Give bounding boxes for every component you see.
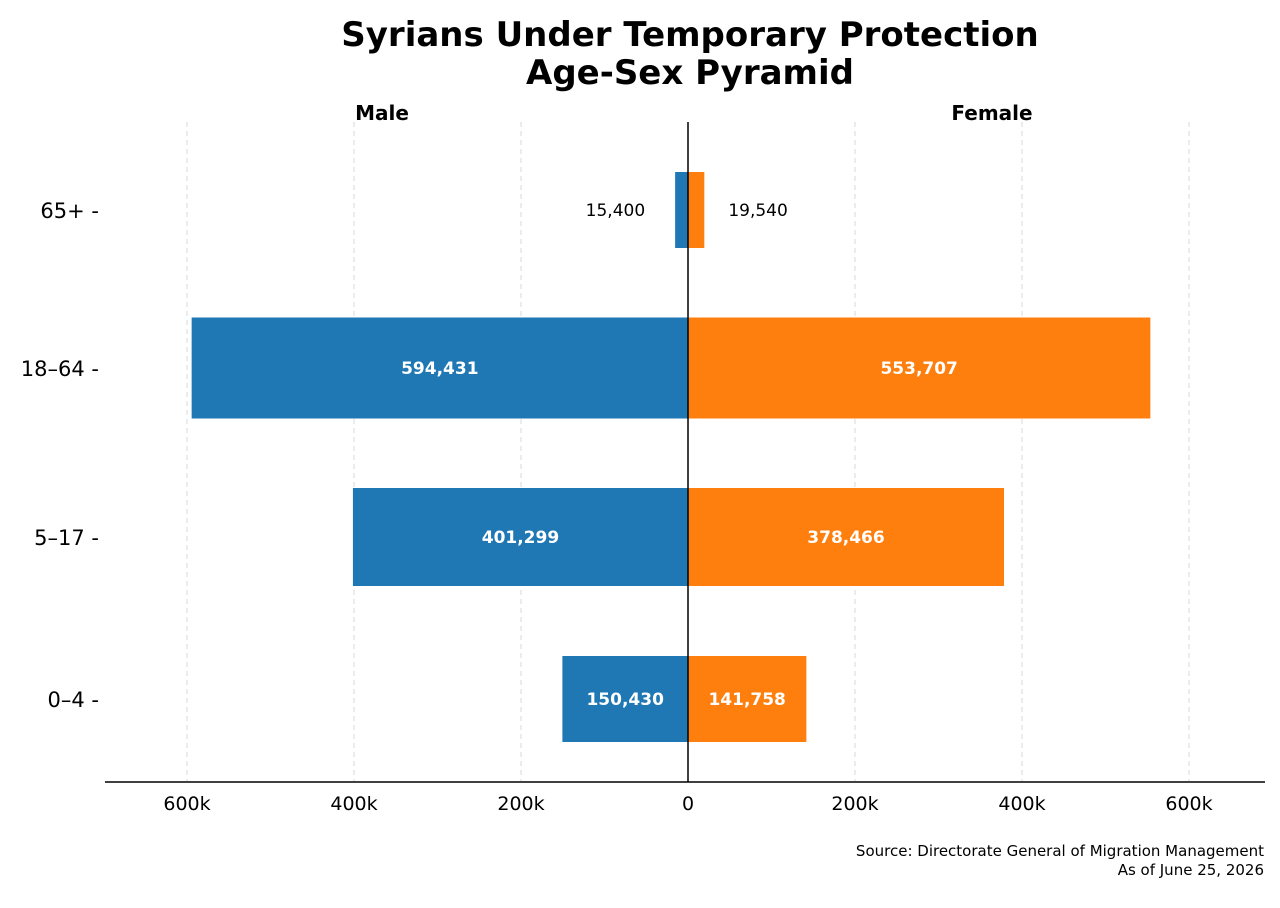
value-labels: 15,400 19,540 594,431 553,707 401,299 378,466… [401,201,958,710]
x-tick-label: 600k [163,793,210,815]
x-tick-label: 200k [831,793,878,815]
female-bar [688,488,1005,586]
male-side-label: Male [355,101,409,125]
male-bar [562,656,688,742]
female-value-label: 19,540 [728,201,787,221]
category-label: 18–64 - [21,357,99,381]
female-bar [688,656,807,742]
chart-title-line-1: Syrians Under Temporary Protection [341,15,1038,55]
x-tick-label: 400k [330,793,377,815]
male-value-label: 15,400 [586,201,645,221]
female-value-label: 553,707 [880,359,957,379]
male-bar [191,317,688,419]
female-value-label: 141,758 [708,690,785,710]
female-value-label: 378,466 [807,528,884,548]
x-tick-label: 0 [682,793,694,815]
x-tick-label: 600k [1165,793,1212,815]
male-bar [675,172,688,248]
female-bar [688,317,1151,419]
male-bar [352,488,688,586]
x-tick-label: 400k [998,793,1045,815]
category-label: 0–4 - [48,688,99,712]
source-note: Source: Directorate General of Migration… [856,842,1264,860]
male-value-label: 401,299 [482,528,559,548]
x-tick-label: 200k [497,793,544,815]
male-value-label: 594,431 [401,359,478,379]
bars [191,172,1151,742]
chart-title-line-2: Age-Sex Pyramid [526,53,854,93]
date-note: As of June 25, 2026 [1118,861,1264,879]
category-label: 65+ - [40,199,99,223]
category-label: 5–17 - [34,526,99,550]
grid-lines [186,122,1190,782]
female-side-label: Female [951,101,1032,125]
male-value-label: 150,430 [586,690,664,710]
female-bar [688,172,705,248]
axes: 65+ - 18–64 - 5–17 - 0–4 - 600k 400k 200k 0 200k… [21,122,1265,815]
